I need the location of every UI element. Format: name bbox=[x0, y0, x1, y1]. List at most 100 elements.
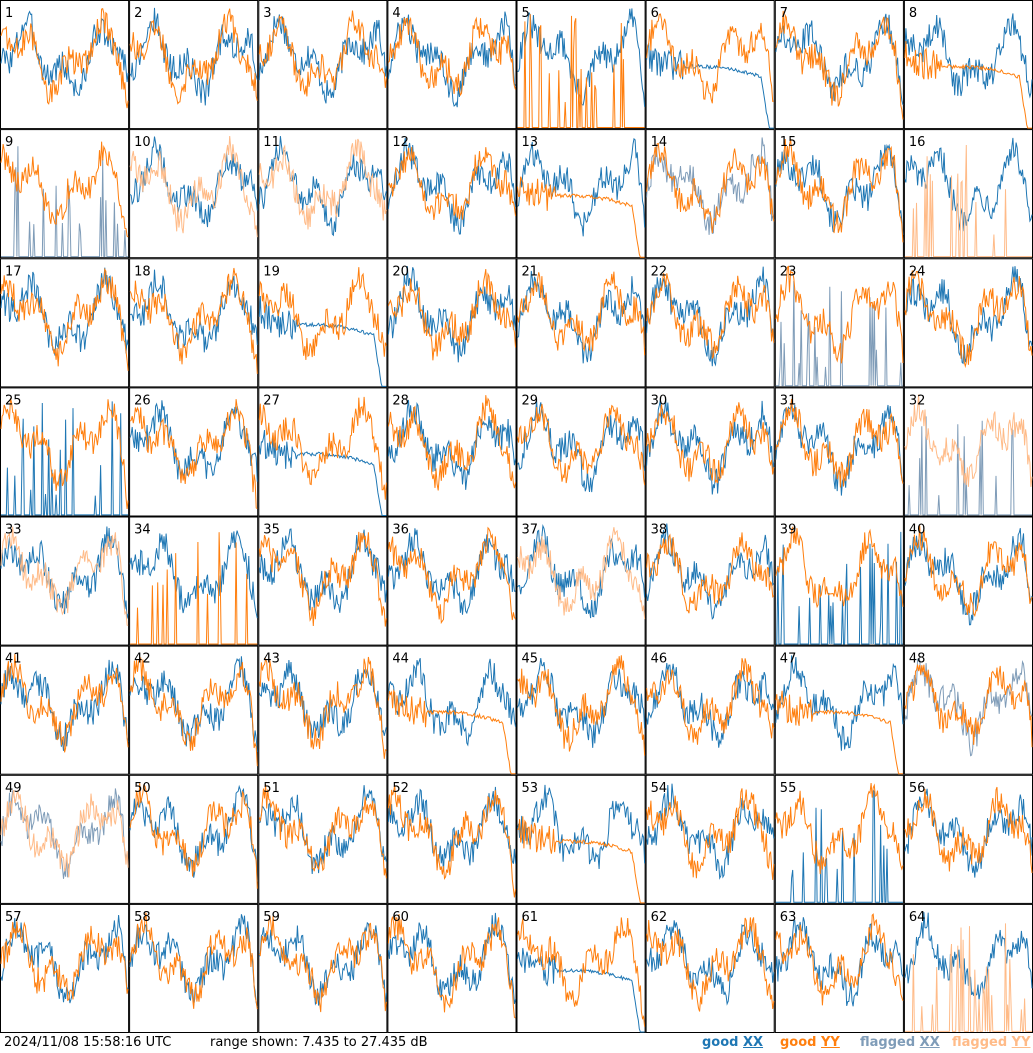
series-xx-60 bbox=[387, 912, 516, 1005]
series-yy-34 bbox=[130, 532, 258, 645]
panel-label: 12 bbox=[392, 135, 409, 150]
panel-21: 21 bbox=[516, 258, 646, 388]
panel-frame bbox=[129, 645, 259, 775]
panel-label: 26 bbox=[134, 393, 151, 408]
panel-45: 45 bbox=[516, 645, 646, 775]
panel-1: 1 bbox=[0, 0, 130, 130]
series-xx-9 bbox=[1, 146, 129, 258]
panel-52: 52 bbox=[387, 774, 517, 904]
panel-frame bbox=[258, 0, 388, 130]
legend-flagged-yy-key: YY bbox=[1011, 1035, 1031, 1050]
series-yy-49 bbox=[0, 789, 129, 878]
series-xx-42 bbox=[129, 656, 258, 753]
series-xx-12 bbox=[387, 138, 516, 235]
panel-10: 10 bbox=[129, 129, 259, 259]
panel-label: 6 bbox=[651, 6, 659, 21]
series-yy-52 bbox=[387, 785, 516, 898]
panel-42: 42 bbox=[129, 645, 259, 775]
panel-16: 16 bbox=[903, 129, 1033, 259]
panel-frame bbox=[516, 516, 646, 646]
panel-label: 37 bbox=[522, 523, 539, 538]
series-xx-18 bbox=[129, 269, 258, 353]
panel-label: 59 bbox=[263, 910, 280, 925]
panel-label: 1 bbox=[5, 6, 13, 21]
panel-label: 58 bbox=[134, 910, 151, 925]
panel-frame bbox=[0, 129, 130, 259]
panel-38: 38 bbox=[645, 516, 775, 646]
series-yy-2 bbox=[129, 8, 258, 105]
panel-36: 36 bbox=[387, 516, 517, 646]
panel-label: 56 bbox=[909, 781, 926, 796]
series-yy-11 bbox=[258, 138, 387, 230]
series-xx-23 bbox=[775, 280, 903, 387]
panel-frame bbox=[0, 645, 130, 775]
series-xx-6 bbox=[646, 43, 774, 129]
panel-label: 63 bbox=[780, 910, 797, 925]
series-xx-13 bbox=[517, 137, 646, 237]
panel-44: 44 bbox=[387, 645, 517, 775]
panel-11: 11 bbox=[258, 129, 388, 259]
panel-label: 45 bbox=[522, 652, 539, 667]
panel-frame bbox=[129, 903, 259, 1033]
series-xx-5 bbox=[517, 8, 646, 107]
panel-17: 17 bbox=[0, 258, 130, 388]
series-xx-37 bbox=[517, 523, 646, 619]
panel-frame bbox=[774, 258, 904, 388]
panel-label: 16 bbox=[909, 135, 926, 150]
panel-label: 36 bbox=[392, 523, 409, 538]
panel-label: 11 bbox=[263, 135, 280, 150]
panel-label: 62 bbox=[651, 910, 668, 925]
series-xx-17 bbox=[0, 267, 129, 356]
panel-5: 5 bbox=[516, 0, 646, 130]
series-yy-39 bbox=[775, 525, 904, 609]
panel-46: 46 bbox=[645, 645, 775, 775]
panel-label: 33 bbox=[5, 523, 22, 538]
series-yy-23 bbox=[775, 265, 904, 364]
panel-22: 22 bbox=[645, 258, 775, 388]
legend-good-yy-prefix: good bbox=[780, 1035, 821, 1050]
panel-label: 55 bbox=[780, 781, 797, 796]
panel-frame bbox=[774, 129, 904, 259]
series-yy-46 bbox=[646, 658, 775, 745]
range-text: range shown: 7.435 to 27.435 dB bbox=[210, 1035, 428, 1050]
series-yy-45 bbox=[517, 655, 646, 756]
panel-39: 39 bbox=[774, 516, 904, 646]
series-xx-33 bbox=[0, 526, 129, 619]
series-yy-19 bbox=[258, 267, 387, 360]
series-yy-20 bbox=[387, 269, 516, 361]
panel-label: 27 bbox=[263, 393, 280, 408]
legend-flagged-yy: flagged YY bbox=[952, 1033, 1031, 1053]
panel-label: 48 bbox=[909, 652, 926, 667]
series-yy-12 bbox=[387, 146, 516, 220]
series-xx-55 bbox=[775, 789, 903, 903]
series-xx-15 bbox=[775, 143, 904, 235]
series-yy-61 bbox=[517, 917, 646, 1027]
panel-15: 15 bbox=[774, 129, 904, 259]
series-xx-32 bbox=[904, 416, 1032, 516]
panel-26: 26 bbox=[129, 387, 259, 517]
panel-label: 15 bbox=[780, 135, 797, 150]
series-xx-19 bbox=[258, 295, 387, 387]
panel-label: 60 bbox=[392, 910, 409, 925]
panel-label: 49 bbox=[5, 781, 22, 796]
panel-label: 52 bbox=[392, 781, 409, 796]
panel-40: 40 bbox=[903, 516, 1033, 646]
panel-label: 3 bbox=[263, 6, 271, 21]
panel-43: 43 bbox=[258, 645, 388, 775]
series-yy-18 bbox=[129, 267, 258, 374]
series-xx-8 bbox=[904, 13, 1033, 99]
legend-good-xx-prefix: good bbox=[702, 1035, 743, 1050]
panel-label: 7 bbox=[780, 6, 788, 21]
panel-label: 51 bbox=[263, 781, 280, 796]
series-yy-56 bbox=[904, 786, 1033, 874]
series-xx-43 bbox=[258, 659, 387, 739]
panel-frame bbox=[258, 903, 388, 1033]
panel-label: 10 bbox=[134, 135, 151, 150]
panel-frame bbox=[0, 903, 130, 1033]
panel-4: 4 bbox=[387, 0, 517, 130]
panel-61: 61 bbox=[516, 903, 646, 1033]
series-yy-41 bbox=[0, 653, 129, 753]
series-yy-51 bbox=[258, 784, 387, 879]
panel-label: 41 bbox=[5, 652, 22, 667]
